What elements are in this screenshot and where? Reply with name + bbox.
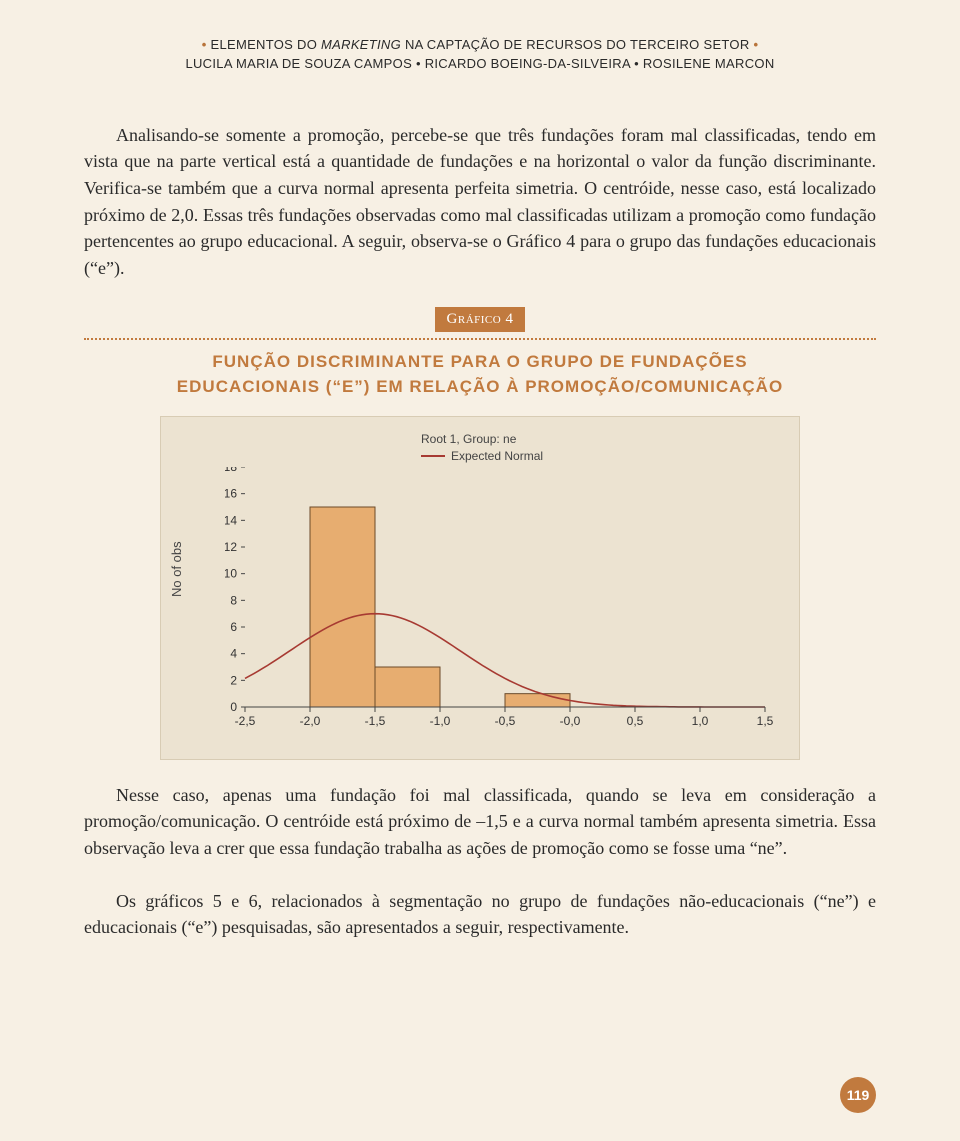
page-number-badge: 119 — [840, 1077, 876, 1113]
chart-svg: 0 2 4 6 8 10 12 14 16 18 -2,5 -2,0 -1,5 -1,0 -0,5 -0,0… — [225, 467, 775, 727]
body-paragraph-2: Nesse caso, apenas uma fundação foi mal … — [84, 782, 876, 862]
section-title-line2: EDUCACIONAIS (“E”) EM RELAÇÃO À PROMOÇÃO… — [84, 375, 876, 400]
svg-text:6: 6 — [230, 620, 237, 634]
svg-text:2: 2 — [230, 673, 237, 687]
section-title: FUNÇÃO DISCRIMINANTE PARA O GRUPO DE FUN… — [84, 350, 876, 399]
svg-text:10: 10 — [225, 566, 237, 580]
section-tag-wrap: Gráfico 4 — [84, 307, 876, 332]
chart-plot: 0 2 4 6 8 10 12 14 16 18 -2,5 -2,0 -1,5 -1,0 -0,5 -0,0… — [225, 467, 775, 727]
svg-text:-0,5: -0,5 — [495, 714, 516, 727]
legend-line-icon — [421, 455, 445, 457]
header-title-line: • ELEMENTOS DO MARKETING NA CAPTAÇÃO DE … — [84, 36, 876, 55]
svg-text:-1,0: -1,0 — [430, 714, 451, 727]
section-title-line1: FUNÇÃO DISCRIMINANTE PARA O GRUPO DE FUN… — [84, 350, 876, 375]
body-paragraph-1: Analisando-se somente a promoção, perceb… — [84, 122, 876, 282]
header-authors: LUCILA MARIA DE SOUZA CAMPOS • RICARDO B… — [185, 56, 774, 71]
svg-text:-2,5: -2,5 — [235, 714, 256, 727]
bullet-icon: • — [753, 37, 758, 52]
svg-text:18: 18 — [225, 467, 237, 474]
running-header: • ELEMENTOS DO MARKETING NA CAPTAÇÃO DE … — [84, 36, 876, 74]
svg-text:12: 12 — [225, 540, 237, 554]
dotted-divider — [84, 338, 876, 340]
svg-text:4: 4 — [230, 646, 237, 660]
svg-text:8: 8 — [230, 593, 237, 607]
svg-text:14: 14 — [225, 513, 237, 527]
lower-paragraphs: Nesse caso, apenas uma fundação foi mal … — [84, 782, 876, 941]
svg-text:1,5: 1,5 — [757, 714, 774, 727]
chart-y-label: No of obs — [169, 541, 184, 597]
header-title-suffix: NA CAPTAÇÃO DE RECURSOS DO TERCEIRO SETO… — [401, 37, 750, 52]
header-title-prefix: ELEMENTOS DO — [210, 37, 321, 52]
header-title-italic: MARKETING — [321, 37, 401, 52]
section-tag: Gráfico 4 — [435, 307, 526, 332]
header-authors-line: LUCILA MARIA DE SOUZA CAMPOS • RICARDO B… — [84, 55, 876, 74]
svg-text:-1,5: -1,5 — [365, 714, 386, 727]
svg-text:16: 16 — [225, 486, 237, 500]
legend-line1: Root 1, Group: ne — [421, 431, 543, 448]
chart-container: Root 1, Group: ne Expected Normal No of … — [160, 416, 800, 760]
page-number: 119 — [847, 1087, 870, 1103]
svg-text:-2,0: -2,0 — [300, 714, 321, 727]
svg-text:0,5: 0,5 — [627, 714, 644, 727]
svg-text:-0,0: -0,0 — [560, 714, 581, 727]
chart-legend: Root 1, Group: ne Expected Normal — [421, 431, 543, 465]
legend-line2: Expected Normal — [451, 448, 543, 465]
body-paragraph-3: Os gráficos 5 e 6, relacionados à segmen… — [84, 888, 876, 941]
svg-text:1,0: 1,0 — [692, 714, 709, 727]
bullet-icon: • — [202, 37, 207, 52]
section-tag-label: Gráfico 4 — [447, 311, 514, 327]
legend-line2-row: Expected Normal — [421, 448, 543, 465]
svg-text:0: 0 — [230, 700, 237, 714]
